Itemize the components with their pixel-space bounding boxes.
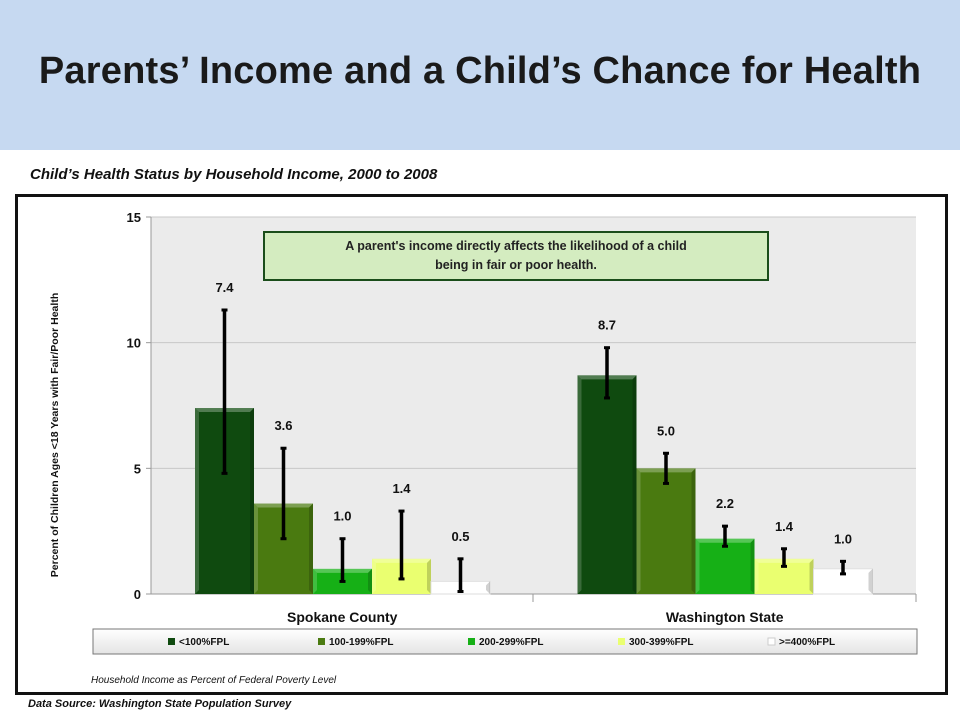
x-axis-label: Household Income as Percent of Federal P… xyxy=(91,675,337,686)
legend-swatch xyxy=(618,638,625,645)
data-label: 8.7 xyxy=(598,318,616,333)
y-tick-label: 0 xyxy=(134,587,141,602)
y-tick-label: 5 xyxy=(134,461,141,476)
error-bar xyxy=(604,346,610,400)
bar-rect xyxy=(695,538,755,594)
bar-bevel-left xyxy=(577,375,582,594)
bar-bevel-right xyxy=(868,568,873,594)
annotation-line-1: A parent's income directly affects the l… xyxy=(345,239,686,253)
legend-swatch xyxy=(318,638,325,645)
annotation-box: A parent's income directly affects the l… xyxy=(263,231,769,281)
bar-bevel-right xyxy=(809,558,814,594)
legend-item: 200-299%FPL xyxy=(468,637,543,648)
bar-bevel-left xyxy=(754,558,759,594)
error-bar xyxy=(398,509,405,581)
y-tick-label: 10 xyxy=(127,336,141,351)
legend-item: 300-399%FPL xyxy=(618,637,693,648)
legend-label: >=400%FPL xyxy=(779,637,835,648)
chart-title: Child’s Health Status by Household Incom… xyxy=(30,166,438,183)
data-label: 3.6 xyxy=(274,418,292,433)
bar-bevel-left xyxy=(313,568,317,594)
bar-bevel-left xyxy=(636,468,641,594)
bar-rect xyxy=(636,468,696,594)
legend-item: <100%FPL xyxy=(168,637,229,648)
error-bar xyxy=(781,547,787,568)
bar xyxy=(636,468,696,594)
data-label: 5.0 xyxy=(657,423,675,438)
data-label: 7.4 xyxy=(215,280,234,295)
error-bar xyxy=(840,559,846,576)
category-label: Spokane County xyxy=(287,609,398,625)
bar-bevel-right xyxy=(632,375,637,594)
page-title: Parents’ Income and a Child’s Chance for… xyxy=(38,50,922,92)
bar-bevel-right xyxy=(750,538,755,594)
data-label: 2.2 xyxy=(716,496,734,511)
legend-item: 100-199%FPL xyxy=(318,637,393,648)
bar-bevel-right xyxy=(250,408,254,594)
data-source-note: Data Source: Washington State Population… xyxy=(28,698,292,710)
bar xyxy=(695,538,755,594)
legend-item: >=400%FPL xyxy=(767,637,835,648)
error-bar xyxy=(280,446,287,541)
error-bar xyxy=(221,308,228,475)
data-label: 1.4 xyxy=(392,481,411,496)
error-bar xyxy=(339,537,346,583)
bar-bevel-left xyxy=(431,581,435,594)
data-label: 1.0 xyxy=(834,531,852,546)
category-label: Washington State xyxy=(666,609,784,625)
y-axis-label: Percent of Children Ages <18 Years with … xyxy=(49,293,61,577)
legend-swatch xyxy=(468,638,475,645)
bar-rect xyxy=(577,375,637,594)
bar-bevel-right xyxy=(486,581,490,594)
legend-label: <100%FPL xyxy=(179,637,229,648)
bar xyxy=(577,375,637,594)
bar-bevel-left xyxy=(372,558,376,594)
bar-bevel-right xyxy=(368,568,372,594)
error-bar xyxy=(722,524,728,548)
chart-frame: 0 5 10 15 A parent's income directly affect… xyxy=(15,194,948,695)
legend-label: 300-399%FPL xyxy=(629,637,693,648)
error-bar xyxy=(663,451,669,485)
title-banner xyxy=(0,0,960,150)
error-bar xyxy=(457,557,464,593)
legend-swatch xyxy=(767,637,776,646)
bar-bevel-left xyxy=(813,568,818,594)
legend-label: 100-199%FPL xyxy=(329,637,393,648)
bar-bevel-left xyxy=(254,503,258,594)
data-label: 0.5 xyxy=(451,529,469,544)
legend-swatch xyxy=(168,638,175,645)
bar-bevel-left xyxy=(695,538,700,594)
legend: <100%FPL 100-199%FPL 200-299%FPL 300-399%FP… xyxy=(92,628,918,655)
data-label: 1.4 xyxy=(775,519,794,534)
y-tick-label: 15 xyxy=(127,210,141,225)
annotation-line-2: being in fair or poor health. xyxy=(435,258,597,272)
bar-bevel-right xyxy=(427,558,431,594)
data-label: 1.0 xyxy=(333,509,351,524)
bar-chart: 0 5 10 15 A parent's income directly affect… xyxy=(49,210,918,686)
bar-bevel-right xyxy=(309,503,313,594)
bar-bevel-left xyxy=(195,408,199,594)
bar-bevel-right xyxy=(691,468,696,594)
legend-label: 200-299%FPL xyxy=(479,637,543,648)
